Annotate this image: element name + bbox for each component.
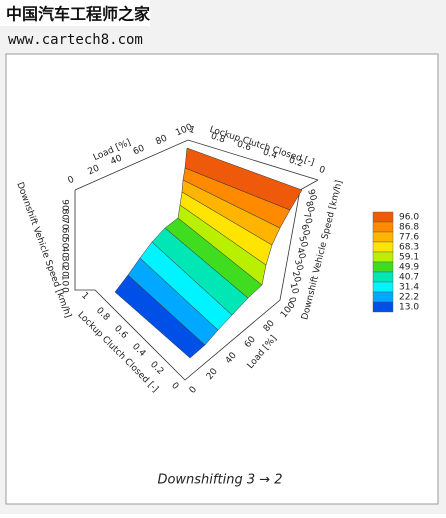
colorbar-swatch (372, 271, 394, 283)
tick-label: 40 (60, 246, 70, 258)
tick-label: 50 (296, 235, 309, 249)
colorbar-swatch (372, 301, 394, 313)
tick-label: 80 (303, 200, 316, 214)
tick-label: 0.8 (209, 132, 226, 146)
tick-label: 60 (132, 143, 147, 157)
tick-label: 40 (294, 247, 307, 261)
tick-label: 0.2 (287, 156, 304, 170)
colorbar-label: 68.3 (399, 243, 419, 253)
tick-label: 80 (60, 209, 70, 221)
tick-label: 50 (60, 237, 70, 249)
box-edge (74, 139, 319, 191)
colorbar-label: 31.4 (399, 283, 419, 293)
watermark-bg (0, 0, 150, 26)
watermark: 中国汽车工程师之家 (6, 5, 151, 24)
tick-label: 20 (290, 270, 303, 284)
tick-label: 0 (286, 296, 297, 304)
tick-label: 20 (60, 265, 70, 277)
colorbar-swatch (372, 231, 394, 243)
colorbar-label: 13.0 (399, 303, 419, 313)
tick-label: 0 (188, 385, 200, 396)
url: www.cartech8.com (8, 32, 143, 48)
tick-label: 1 (188, 125, 197, 136)
colorbar-swatch (372, 251, 394, 263)
colorbar-label: 40.7 (399, 273, 419, 283)
tick-label: 40 (109, 153, 124, 167)
colorbar-swatch (372, 211, 394, 223)
tick-label: 80 (154, 133, 169, 147)
colorbar-swatch (372, 221, 394, 233)
tick-label: 30 (292, 258, 305, 272)
colorbar-label: 22.2 (399, 293, 419, 303)
tick-label: 90 (60, 199, 70, 211)
colorbar-swatch (372, 281, 394, 293)
chart-title: Downshifting 3 → 2 (157, 473, 282, 488)
tick-label: 0 (60, 287, 70, 293)
tick-label: 10 (288, 282, 301, 296)
tick-label: 70 (60, 218, 70, 230)
tick-label: 60 (60, 228, 70, 240)
colorbar-label: 86.8 (399, 223, 419, 233)
tick-label: 0.4 (261, 148, 278, 162)
tick-label: 0 (169, 381, 180, 392)
tick-label: 30 (60, 256, 70, 268)
colorbar-label: 59.1 (399, 253, 419, 263)
colorbar-label: 96.0 (399, 213, 419, 223)
colorbar-swatch (372, 261, 394, 273)
tick-label: 60 (299, 223, 312, 237)
colorbar-label: 49.9 (399, 263, 419, 273)
colorbar-swatch (372, 241, 394, 253)
tick-label: 0 (67, 175, 77, 187)
tick-label: 20 (87, 163, 102, 177)
tick-label: 70 (301, 212, 314, 226)
tick-label: 0 (318, 165, 327, 176)
tick-label: 0.6 (235, 140, 252, 154)
tick-label: 1 (79, 291, 90, 302)
surface-band (184, 147, 303, 211)
tick-label: 10 (60, 275, 70, 287)
tick-label: 90 (305, 188, 318, 202)
colorbar-swatch (372, 291, 394, 303)
colorbar-label: 77.6 (399, 233, 419, 243)
